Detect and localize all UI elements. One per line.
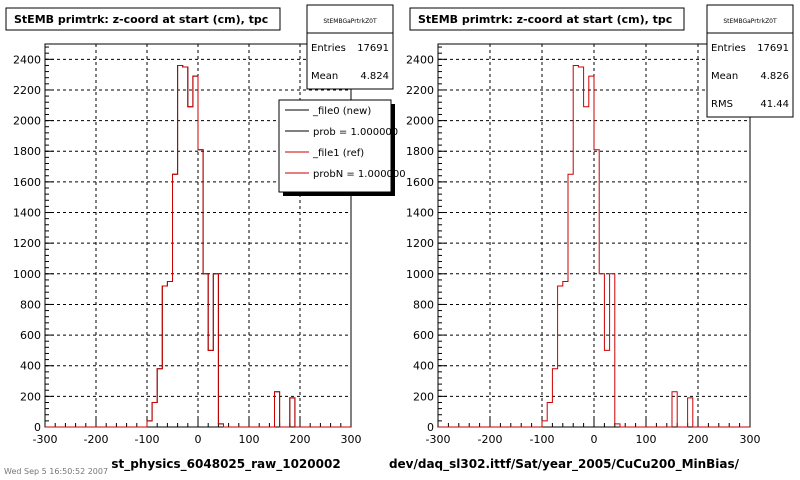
y-tick-label: 400 bbox=[413, 360, 434, 373]
y-tick-label: 2400 bbox=[406, 53, 434, 66]
histogram-series-1 bbox=[438, 64, 750, 428]
x-tick-label: 100 bbox=[239, 433, 260, 446]
x-tick-label: 0 bbox=[591, 433, 598, 446]
y-tick-label: 2000 bbox=[406, 115, 434, 128]
x-tick-label: 100 bbox=[636, 433, 657, 446]
y-tick-label: 1200 bbox=[406, 237, 434, 250]
x-tick-label: 0 bbox=[195, 433, 202, 446]
chart-title: StEMB primtrk: z-coord at start (cm), tp… bbox=[14, 13, 268, 26]
stats-label: Mean bbox=[311, 71, 338, 82]
stats-label: Entries bbox=[311, 43, 346, 54]
chart-1: -300 -200 -100 0 100 200 300 0 200 400 600 800 1000 1… bbox=[5, 4, 406, 472]
x-tick-label: 200 bbox=[290, 433, 311, 446]
y-tick-label: 1800 bbox=[13, 145, 41, 158]
footer-timestamp: Wed Sep 5 16:50:52 2007 bbox=[4, 467, 109, 476]
x-tick-label: 300 bbox=[341, 433, 362, 446]
x-axis-label: st_physics_6048025_raw_1020002 bbox=[111, 457, 340, 472]
y-tick-label: 200 bbox=[413, 390, 434, 403]
y-tick-label: 1400 bbox=[13, 207, 41, 220]
x-axis-label: dev/daq_sl302.ittf/Sat/year_2005/CuCu200… bbox=[389, 457, 740, 472]
stats-label: Entries bbox=[711, 43, 746, 54]
stats-value: 4.826 bbox=[760, 71, 789, 82]
stats-name: StEMBGaPrtrkZ0T bbox=[723, 18, 777, 25]
legend-label: _file1 (ref) bbox=[312, 148, 364, 159]
y-tick-label: 800 bbox=[413, 298, 434, 311]
stats-value: 17691 bbox=[757, 43, 789, 54]
stats-frame bbox=[306, 4, 394, 90]
legend-label: prob = 1.000000 bbox=[313, 127, 398, 138]
y-tick-label: 1600 bbox=[406, 176, 434, 189]
x-tick-label: -100 bbox=[135, 433, 160, 446]
stats-name: StEMBGaPrtrkZ0T bbox=[323, 18, 377, 25]
stats-label: RMS bbox=[711, 99, 733, 110]
stats-value: 17691 bbox=[357, 43, 389, 54]
title-box bbox=[409, 7, 685, 31]
y-tick-label: 1600 bbox=[13, 176, 41, 189]
y-tick-label: 0 bbox=[34, 421, 41, 434]
histogram-series-2 bbox=[45, 64, 351, 428]
legend-frame bbox=[278, 99, 392, 193]
stats-box: StEMBGaPrtrkZ0T Entries 17691 Mean 4.824 bbox=[306, 4, 394, 90]
x-tick-label: -300 bbox=[33, 433, 58, 446]
y-tick-label: 1200 bbox=[13, 237, 41, 250]
chart-2: -300 -200 -100 0 100 200 300 0 200 400 600 800 1000 1… bbox=[389, 4, 794, 472]
x-tick-label: -300 bbox=[426, 433, 451, 446]
x-tick-label: -200 bbox=[84, 433, 109, 446]
grid-lines bbox=[438, 44, 750, 427]
legend-label: probN = 1.000000 bbox=[313, 169, 406, 180]
x-tick-label: 200 bbox=[688, 433, 709, 446]
stats-box: StEMBGaPrtrkZ0T Entries 17691 Mean 4.826 RMS 4… bbox=[706, 4, 794, 118]
y-tick-label: 2400 bbox=[13, 53, 41, 66]
y-tick-label: 1800 bbox=[406, 145, 434, 158]
y-tick-label: 200 bbox=[20, 390, 41, 403]
y-tick-label: 1000 bbox=[406, 268, 434, 281]
stats-value: 41.44 bbox=[760, 99, 789, 110]
title-box bbox=[5, 7, 281, 31]
chart-title: StEMB primtrk: z-coord at start (cm), tp… bbox=[418, 13, 672, 26]
y-tick-label: 2200 bbox=[13, 84, 41, 97]
stats-frame bbox=[706, 4, 794, 118]
x-tick-label: -100 bbox=[530, 433, 555, 446]
legend-label: _file0 (new) bbox=[312, 106, 371, 117]
x-tick-label: -200 bbox=[478, 433, 503, 446]
y-tick-label: 400 bbox=[20, 360, 41, 373]
y-tick-label: 600 bbox=[413, 329, 434, 342]
stats-label: Mean bbox=[711, 71, 738, 82]
legend: _file0 (new) prob = 1.000000 _file1 (ref) p… bbox=[278, 99, 406, 196]
y-tick-label: 2000 bbox=[13, 115, 41, 128]
x-tick-label: 300 bbox=[740, 433, 761, 446]
y-tick-label: 1000 bbox=[13, 268, 41, 281]
y-tick-label: 1400 bbox=[406, 207, 434, 220]
y-tick-label: 2200 bbox=[406, 84, 434, 97]
y-tick-label: 800 bbox=[20, 298, 41, 311]
y-tick-label: 600 bbox=[20, 329, 41, 342]
stats-value: 4.824 bbox=[360, 71, 389, 82]
y-tick-label: 0 bbox=[427, 421, 434, 434]
